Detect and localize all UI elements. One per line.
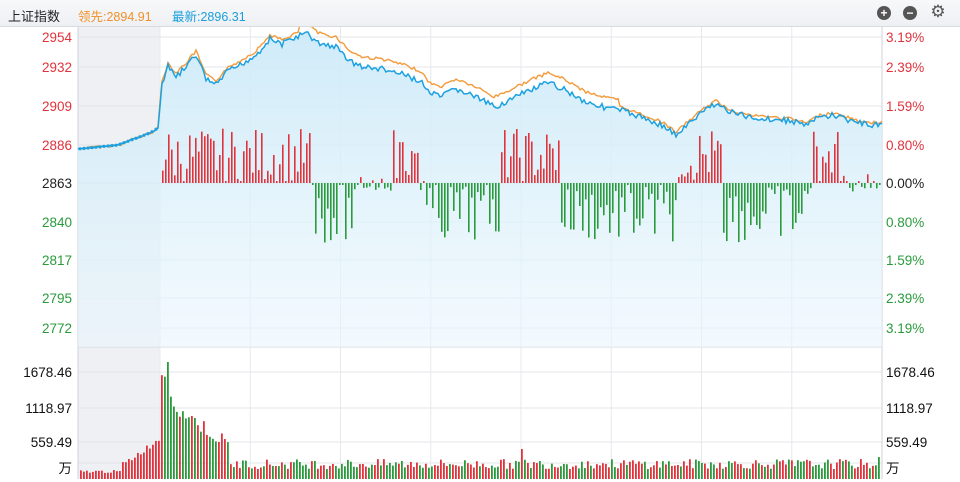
right-percent-label: 0.80% [886,215,924,230]
right-volume-label: 1118.97 [886,401,933,416]
pre-market-dots [78,127,158,151]
right-volume-label: 559.49 [886,435,927,450]
left-price-label: 2817 [42,253,72,268]
volume-bars [80,362,880,479]
left-volume-axis: 1678.46 1118.97 559.49 万 [23,365,72,476]
left-price-label: 2840 [42,215,72,230]
left-volume-label: 1678.46 [23,365,72,380]
lead-line [77,27,883,151]
left-volume-label: 559.49 [31,435,72,450]
right-percent-label: 3.19% [886,321,924,336]
right-volume-label: 1678.46 [886,365,935,380]
gear-icon[interactable]: ⚙ [930,2,946,21]
left-price-label: 2954 [42,30,73,45]
chart-header: 上证指数 领先:2894.91 最新:2896.31 + − ⚙ [0,0,960,27]
left-price-label: 2795 [42,291,72,306]
right-volume-axis: 1678.46 1118.97 559.49 万 [886,365,935,476]
right-percent-label: 0.80% [886,138,924,153]
right-percent-label: 3.19% [886,30,924,45]
latest-indicator: 最新:2896.31 [172,10,246,24]
right-volume-label: 万 [886,461,900,476]
intraday-chart[interactable]: 2954 2932 2909 2886 2863 2840 2817 2795 … [0,27,960,482]
index-title: 上证指数 [8,9,61,24]
right-percent-label: 2.39% [886,60,924,75]
left-volume-label: 万 [59,461,73,476]
left-price-axis: 2954 2932 2909 2886 2863 2840 2817 2795 … [42,30,73,336]
lead-indicator: 领先:2894.91 [78,10,152,24]
minus-circle-icon[interactable]: − [903,6,917,20]
plus-circle-icon[interactable]: + [877,6,891,20]
right-percent-axis: 3.19% 2.39% 1.59% 0.80% 0.00% 0.80% 1.59… [886,30,924,336]
left-price-label: 2863 [42,176,72,191]
latest-line [77,31,883,150]
right-percent-label: 1.59% [886,99,924,114]
right-percent-label: 1.59% [886,253,924,268]
left-price-label: 2886 [42,138,72,153]
right-percent-label: 2.39% [886,291,924,306]
ratio-bars [162,128,881,243]
left-price-label: 2909 [42,99,72,114]
left-price-label: 2772 [42,321,72,336]
left-volume-label: 1118.97 [25,401,72,416]
right-percent-label: 0.00% [886,176,924,191]
left-price-label: 2932 [42,60,72,75]
